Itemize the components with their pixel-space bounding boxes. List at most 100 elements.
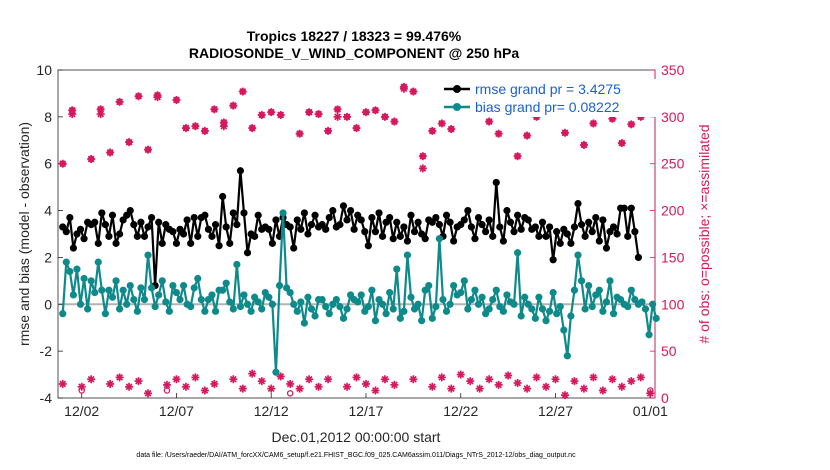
bias-point [428,314,436,322]
rmse-point [101,221,109,229]
obs-assimilated-marker [333,112,342,121]
bias-point [464,305,472,313]
rmse-point [229,209,237,217]
bias-point [609,310,618,318]
rmse-point [293,216,301,224]
obs-assimilated-marker [456,370,465,379]
bias-point [524,300,532,308]
bias-point [549,288,557,297]
obs-assimilated-marker [286,379,295,388]
y-tick-label-right: 150 [661,249,685,265]
bias-point [624,303,632,311]
rmse-point [219,192,227,201]
obs-assimilated-marker [513,379,522,388]
bias-point [147,284,156,292]
rmse-point [517,225,525,233]
rmse-point [112,239,120,247]
rmse-point [602,244,611,252]
rmse-point [513,211,522,219]
bias-point [556,303,564,311]
obs-possible-assimilated-marker [560,128,569,137]
bias-point [361,307,369,315]
rmse-point [382,218,390,226]
rmse-point [378,232,387,240]
rmse-point [606,228,614,236]
rmse-point [503,206,511,215]
bias-point [123,300,131,308]
rmse-point [108,211,117,219]
y-axis-label-left: rmse and bias (model - observation) [16,122,32,346]
rmse-point [339,202,348,210]
rmse-point [553,228,561,236]
obs-possible-assimilated-marker [409,87,418,96]
rmse-point [222,223,230,231]
bias-point [474,300,483,308]
bias-point [450,281,458,290]
rmse-point [354,211,362,219]
obs-possible-assimilated-marker [257,110,266,119]
obs-assimilated-marker [409,375,418,384]
obs-possible-assimilated-marker [485,117,494,126]
obs-assimilated-marker [106,379,115,388]
obs-assimilated-marker [579,384,588,393]
bias-point [73,265,81,273]
bias-point [211,307,220,315]
bias-point [364,303,372,311]
bias-point [176,296,184,304]
bias-point [478,293,486,301]
bias-point [460,277,468,285]
obs-assimilated-marker [125,382,134,391]
rmse-point [59,223,67,231]
rmse-point [489,232,497,240]
rmse-point [80,235,88,243]
obs-assimilated-marker [589,373,598,382]
bias-point [627,286,635,294]
rmse-point [297,225,305,233]
chart-subtitle: RADIOSONDE_V_WIND_COMPONENT @ 250 hPa [189,45,519,61]
rmse-point [585,218,593,226]
bias-point [265,293,273,301]
bias-point [371,317,380,325]
x-tick-label: 12/17 [348,403,383,419]
bias-point [545,307,554,315]
rmse-point [350,225,358,233]
obs-assimilated-marker [276,372,285,381]
obs-assimilated-marker [380,375,389,384]
bias-point [652,314,660,322]
bias-point [499,307,507,315]
data-file-footer: data file: /Users/raeder/DAI/ATM_forcXX/… [136,452,576,459]
rmse-point [400,223,408,231]
bias-point [357,291,365,299]
bias-point [332,296,340,304]
y-axis-label-right: # of obs: o=possible; ×=assimilated [696,124,712,343]
rmse-point [300,209,308,217]
legend-bias-label: bias grand pr= 0.08222 [475,99,620,115]
rmse-point [492,178,500,187]
bias-point [140,296,149,304]
rmse-point [215,242,223,250]
obs-possible-assimilated-marker [418,152,427,161]
obs-assimilated-marker [115,373,124,382]
obs-assimilated-marker [475,384,484,393]
bias-point [563,352,571,360]
y-tick-label-left: 6 [44,156,52,172]
bias-point [304,293,312,301]
rmse-point [482,228,490,236]
bias-point [112,277,120,285]
rmse-point [133,232,141,240]
rmse-point [73,230,81,238]
obs-assimilated-marker [87,375,96,384]
bias-point [581,305,589,313]
rmse-point [172,239,181,247]
rmse-point [179,230,188,238]
obs-possible-assimilated-marker [437,119,446,128]
bias-point [389,305,397,313]
obs-assimilated-marker [466,377,475,386]
bias-point [261,288,269,297]
rmse-point [265,225,273,233]
bias-point [219,286,227,294]
obs-assimilated-marker [238,384,247,393]
rmse-point [183,216,191,224]
bias-point [542,317,550,325]
